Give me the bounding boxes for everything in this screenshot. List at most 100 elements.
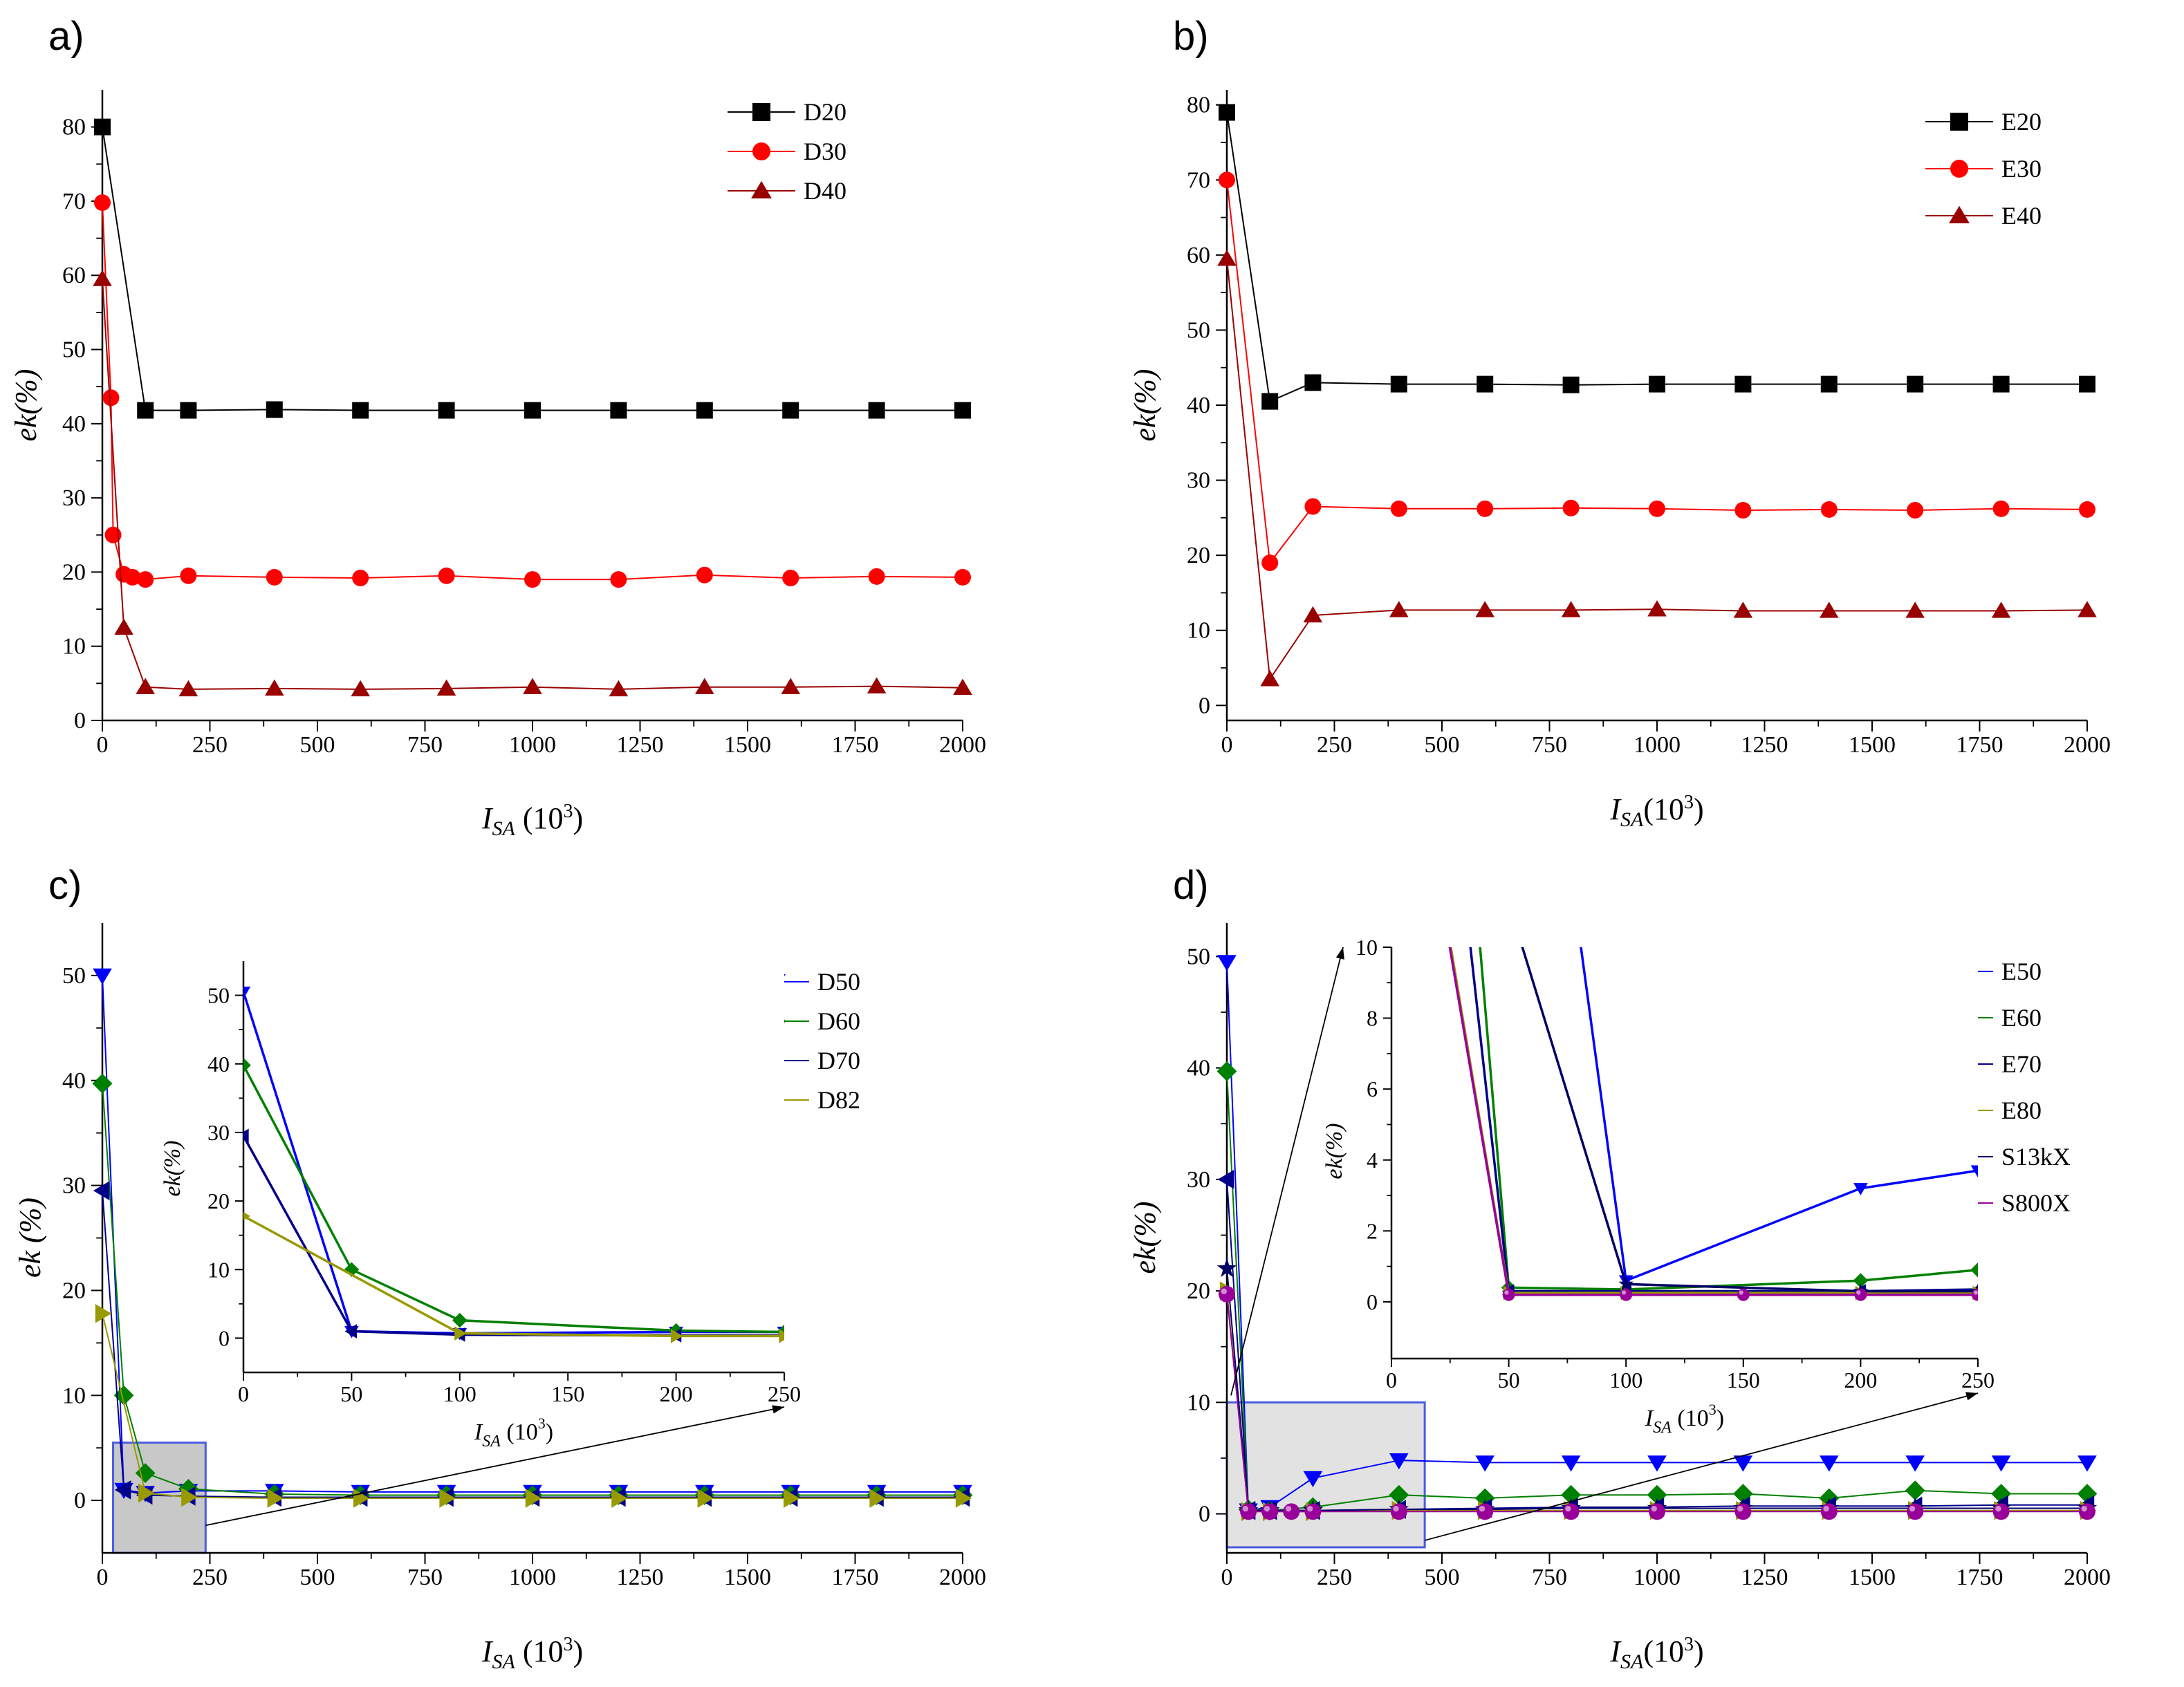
inset-point-S800X [1502,1288,1515,1301]
data-point-D40 [136,678,155,694]
series-line-D30 [102,203,963,581]
inset-x-axis-title-rest: (10 [1672,1406,1709,1431]
data-point-S13kX [1216,1258,1237,1277]
data-point-E40 [2077,601,2097,617]
zoom-arrows [205,1405,785,1527]
main-x-tick-label: 2000 [2064,1565,2111,1590]
data-point-D40 [351,680,370,697]
inset-line-S800X [1448,947,1978,1296]
main-y-tick-label: 20 [1187,543,1210,568]
legend-label-D82: D82 [817,1086,860,1114]
data-point-E40 [1389,601,1409,617]
data-point-E30 [1219,171,1235,189]
data-point-E50 [1217,955,1237,971]
panel-label: b) [1173,14,1209,59]
data-point-S800X [1907,1503,1924,1520]
data-point-D30 [868,568,885,585]
inset-y-tick-label: 40 [207,1052,230,1076]
data-point-E30 [1907,502,1924,519]
data-point-D82 [611,1489,628,1508]
inset-point-D50 [243,986,251,999]
data-point-D20 [696,402,713,419]
data-point-E30 [1562,499,1580,516]
series-D82 [95,1304,972,1508]
data-point-E30 [1820,501,1838,518]
inset-point-E60 [1853,1273,1869,1288]
data-point-S800X-shine [1221,1288,1228,1294]
main-x-tick-label: 1000 [509,1565,556,1590]
data-point-D40 [265,679,284,696]
inset-point-S800X-shine [1856,1290,1861,1295]
main-y-tick-label: 0 [1199,1502,1210,1527]
legend-label-E60: E60 [2001,1004,2042,1032]
data-point-E50 [1561,1455,1581,1472]
series-S800X [1219,1285,2095,1520]
x-axis-title-sub: SA [1620,1650,1644,1673]
data-point-S800X-shine [1651,1505,1657,1512]
data-point-D40 [781,678,800,694]
inset-x-tick-label: 0 [238,1381,249,1406]
data-point-D40 [867,677,887,693]
data-point-D40 [609,680,629,697]
main-x-tick-label: 1750 [1956,732,2003,758]
x-axis-title-close: ) [573,801,583,835]
data-point-S800X [1219,1285,1235,1303]
inset-y-tick-label: 2 [1367,1218,1378,1243]
inset-point-S800X-shine [1973,1290,1978,1295]
data-point-D20 [352,402,369,419]
zoom-arrow-line [205,1406,785,1527]
legend: E50 E60 E70 E80 S13kX S800X [1925,958,2071,1217]
y-axis-title: ek(%) [9,369,43,441]
data-point-D30 [137,571,154,588]
inset-point-D60 [452,1312,468,1328]
inset-y-axis-title: ek(%) [1322,1123,1347,1179]
data-point-E20 [1734,375,1752,393]
inset-y-tick-label: 0 [1367,1289,1378,1314]
inset-x-tick-label: 250 [768,1381,801,1406]
legend-label-D40: D40 [804,177,846,205]
x-axis-title: ISA(103) [1609,1634,1703,1673]
inset-x-axis-title-main: I [1645,1406,1654,1431]
data-point-D20 [94,118,111,136]
legend-label-E20: E20 [2001,108,2042,136]
data-point-E50 [1905,1455,1925,1472]
data-point-D40 [953,678,972,695]
data-point-S800X [1562,1503,1580,1520]
main-x-tick-label: 750 [1532,732,1567,758]
data-point-D20 [266,401,283,418]
data-point-D30 [352,569,369,586]
legend-marker-D20 [752,103,770,121]
data-point-E30 [1304,498,1322,515]
legend-label-E70: E70 [2001,1050,2042,1078]
x-axis-title-main: I [1609,1634,1622,1668]
data-point-D30 [954,568,971,586]
main-y-tick-label: 40 [62,411,86,437]
inset-point-E50 [1853,1183,1868,1195]
x-axis-title-rest: (10 [515,801,564,835]
zoom-arrows [1230,947,1979,1541]
data-point-E40 [1561,601,1581,617]
x-axis-title-main: I [1609,792,1622,826]
inset-x-axis-title-sup: 3 [538,1415,546,1432]
inset-line-E50 [1580,947,1978,1283]
legend-marker-D30 [752,142,770,160]
main-y-tick-label: 10 [1187,1390,1210,1415]
legend-label-D20: D20 [804,98,846,126]
main-x-tick-label: 1250 [617,732,664,758]
inset-point-S800X-shine [1621,1290,1627,1295]
main-x-tick-label: 1750 [1956,1565,2003,1590]
data-point-D60 [92,1073,113,1094]
data-point-D20 [610,402,627,419]
inset-y-tick-label: 6 [1367,1076,1378,1101]
data-point-E50 [1733,1455,1753,1472]
main-y-tick-label: 10 [1187,618,1210,644]
legend-marker-D40 [751,180,772,199]
inset-point-D82 [779,1329,784,1343]
inset-x-tick-label: 150 [1727,1368,1760,1392]
data-point-S800X [2079,1503,2095,1520]
series-E30 [1219,171,2095,571]
main-x-tick-label: 0 [1221,732,1233,758]
main-y-tick-label: 30 [1187,468,1210,494]
data-point-E30 [1734,502,1752,519]
x-axis-title: ISA(103) [1609,792,1703,831]
